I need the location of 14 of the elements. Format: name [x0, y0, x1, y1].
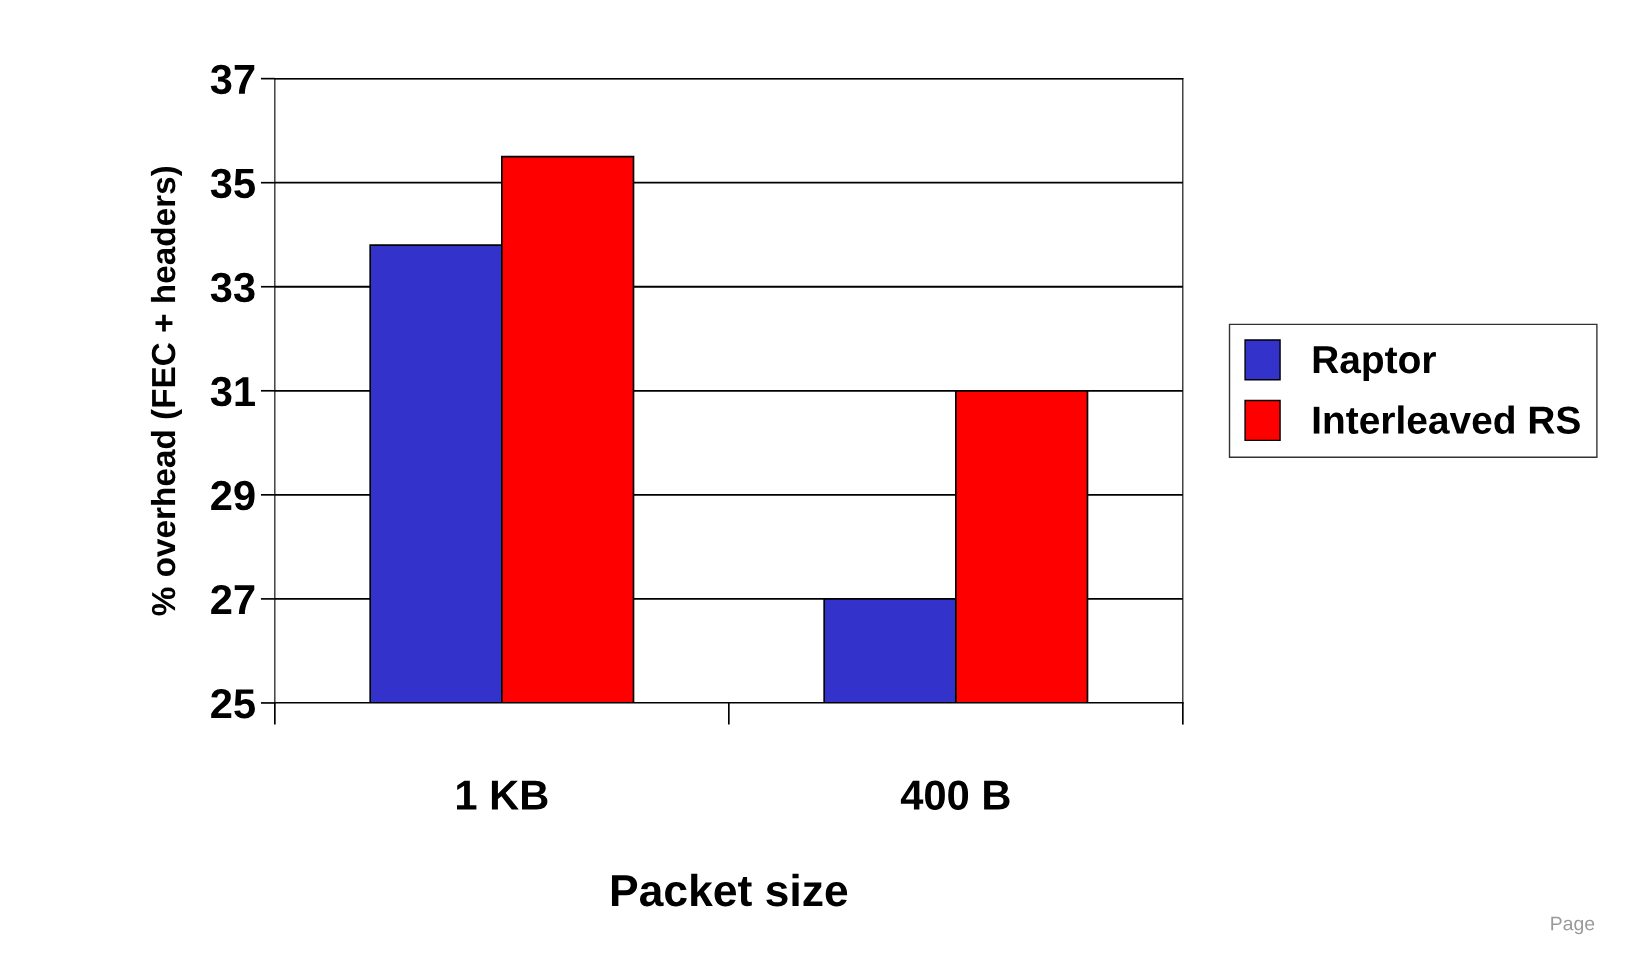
y-tick-label: 31: [210, 376, 255, 407]
y-tick-label: 35: [210, 168, 255, 199]
x-tick-label: 1 KB: [457, 780, 548, 810]
y-axis-title: % overhead (FEC + headers): [150, 166, 182, 616]
y-tick-label: 33: [210, 272, 255, 303]
legend-label: Interleaved RS: [1313, 405, 1580, 434]
y-tick-label: 25: [211, 688, 255, 719]
y-tick-label: 37: [210, 64, 255, 95]
x-axis-title: Packet size: [611, 873, 848, 907]
legend-label: Raptor: [1313, 346, 1436, 382]
y-tick-label: 29: [211, 480, 255, 511]
y-tick-label: 27: [211, 584, 255, 614]
x-tick-label: 400 B: [900, 780, 1010, 810]
text: Page: [1551, 916, 1595, 935]
